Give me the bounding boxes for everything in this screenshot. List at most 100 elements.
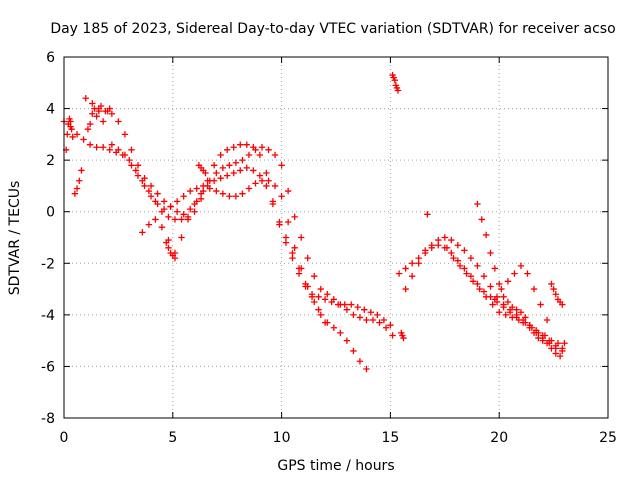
- y-tick-label: 4: [46, 102, 55, 118]
- data-point: [219, 190, 227, 197]
- data-point: [304, 254, 311, 262]
- data-point: [395, 270, 403, 277]
- data-point: [73, 185, 81, 192]
- data-point: [258, 177, 266, 184]
- data-point: [361, 306, 368, 313]
- data-point: [89, 100, 96, 107]
- data-point: [354, 303, 361, 311]
- data-point: [469, 278, 477, 285]
- data-point: [219, 164, 227, 172]
- series-track-i: [491, 262, 551, 324]
- data-point: [191, 208, 198, 215]
- data-point: [491, 296, 499, 303]
- data-point: [126, 156, 133, 164]
- data-point: [115, 118, 122, 125]
- data-point: [128, 162, 135, 169]
- data-point: [422, 249, 429, 257]
- data-point: [145, 221, 153, 228]
- data-point: [524, 270, 531, 277]
- data-point: [224, 146, 231, 154]
- data-point: [522, 314, 529, 321]
- data-point: [99, 144, 107, 151]
- data-point: [291, 244, 298, 252]
- data-point: [80, 136, 87, 143]
- x-tick-label: 10: [273, 430, 291, 446]
- data-point: [480, 272, 488, 280]
- data-point: [165, 213, 172, 221]
- x-tick-label: 0: [60, 430, 69, 446]
- data-point: [108, 141, 116, 148]
- data-point: [506, 309, 514, 316]
- data-point: [160, 198, 168, 205]
- data-point: [210, 177, 218, 184]
- y-tick-label: -8: [41, 411, 55, 427]
- data-point: [154, 190, 161, 197]
- data-point: [482, 293, 490, 301]
- data-point: [115, 146, 122, 154]
- data-point: [467, 272, 475, 280]
- x-tick-label: 20: [490, 430, 508, 446]
- data-point: [450, 254, 457, 262]
- data-point: [250, 167, 257, 174]
- data-point: [139, 229, 146, 236]
- data-point: [64, 131, 71, 138]
- data-point: [311, 298, 318, 306]
- data-point: [67, 118, 74, 125]
- data-point: [321, 319, 329, 326]
- data-point: [165, 244, 172, 252]
- data-point: [202, 169, 209, 177]
- data-point: [408, 260, 416, 267]
- data-point: [284, 187, 292, 195]
- y-tick-label: -6: [41, 359, 55, 375]
- series-track-a: [60, 118, 394, 329]
- series-fragments: [62, 71, 566, 342]
- data-point: [402, 265, 409, 272]
- data-point: [487, 283, 494, 290]
- data-point: [86, 141, 94, 148]
- data-point: [173, 208, 181, 215]
- data-point: [480, 288, 488, 295]
- data-point: [239, 190, 246, 197]
- data-point: [239, 156, 246, 164]
- data-point: [356, 358, 364, 365]
- data-point: [537, 301, 544, 308]
- data-point: [147, 193, 155, 200]
- data-point: [302, 280, 309, 288]
- data-point: [128, 146, 135, 154]
- y-tick-label: -2: [41, 256, 55, 272]
- data-point: [474, 262, 481, 270]
- series-track-e: [395, 234, 566, 352]
- data-point: [474, 280, 481, 288]
- data-point: [504, 278, 512, 285]
- data-point: [178, 234, 185, 241]
- plot-frame: [63, 56, 609, 419]
- data-point: [154, 200, 161, 208]
- data-point: [428, 244, 435, 252]
- data-point: [526, 321, 533, 329]
- data-point: [278, 162, 285, 169]
- data-point: [363, 365, 370, 373]
- data-point: [509, 303, 516, 311]
- data-point: [160, 205, 168, 213]
- data-point: [73, 131, 81, 138]
- data-point: [99, 118, 107, 125]
- x-tick-label: 15: [381, 430, 399, 446]
- data-point: [376, 319, 383, 326]
- data-point: [132, 167, 140, 174]
- data-point: [256, 172, 264, 179]
- data-point: [187, 205, 194, 213]
- data-point: [295, 265, 303, 272]
- data-point: [380, 316, 388, 324]
- data-point: [400, 334, 407, 342]
- data-point: [191, 200, 198, 208]
- data-point: [308, 293, 316, 301]
- data-point: [204, 182, 211, 190]
- data-point: [68, 126, 75, 133]
- data-point: [197, 190, 205, 197]
- data-point: [498, 285, 505, 293]
- data-point: [167, 203, 174, 210]
- data-point: [187, 187, 194, 195]
- data-point: [389, 332, 396, 339]
- data-point: [163, 239, 170, 246]
- data-point: [84, 126, 92, 133]
